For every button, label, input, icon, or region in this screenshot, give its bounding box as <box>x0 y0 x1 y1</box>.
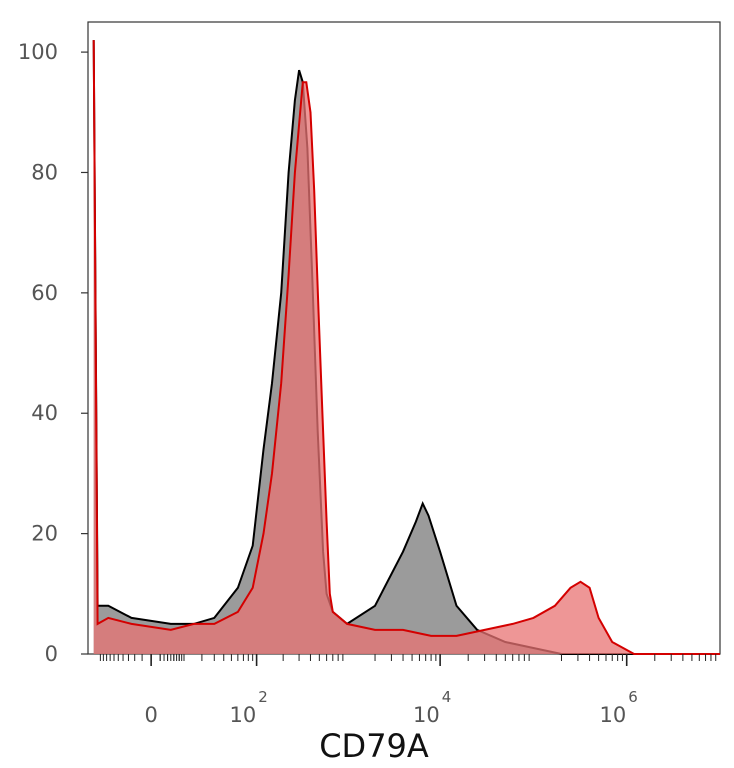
x-tick-label: 106 <box>600 688 638 727</box>
y-tick-label: 80 <box>31 160 58 184</box>
x-axis-title: CD79A <box>319 727 429 765</box>
y-tick-label: 40 <box>31 401 58 425</box>
y-tick-label: 20 <box>31 522 58 546</box>
x-tick-label: 102 <box>229 688 267 727</box>
x-axis: 0 102 104 106 <box>144 654 638 727</box>
series-2-line <box>92 40 720 655</box>
x-tick-label: 0 <box>144 703 157 727</box>
x-tick-label: 104 <box>413 688 451 727</box>
y-tick-label: 0 <box>45 642 58 666</box>
x-minor-ticks <box>99 654 717 661</box>
series-layer <box>92 40 720 655</box>
y-tick-label: 100 <box>18 40 58 64</box>
y-axis: 0 20 40 60 80 100 <box>18 40 88 666</box>
y-tick-label: 60 <box>31 281 58 305</box>
